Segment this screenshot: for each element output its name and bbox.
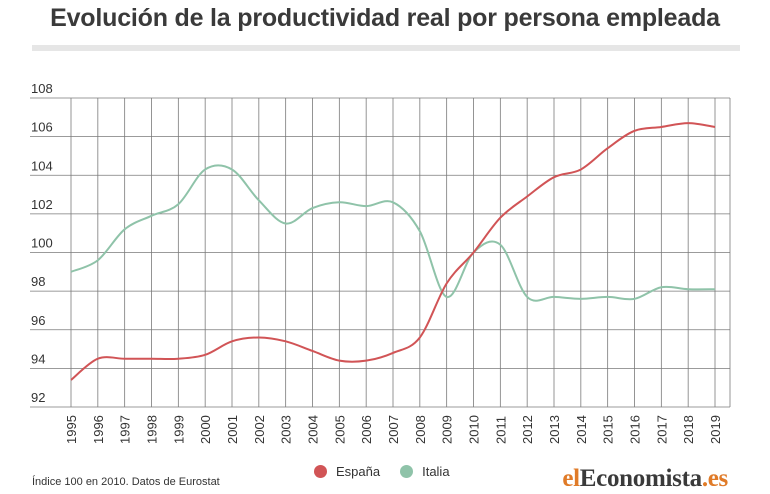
x-tick-label: 2002 [252,415,267,444]
x-tick-label: 1995 [64,415,79,444]
x-tick-label: 2013 [547,415,562,444]
y-tick-label: 106 [31,120,53,135]
x-tick-label: 2007 [386,415,401,444]
legend-label-italia: Italia [422,464,450,479]
legend-label-espana: España [336,464,381,479]
italia-swatch [400,465,414,478]
x-tick-label: 2010 [467,415,482,444]
x-tick-label: 2004 [306,415,321,444]
espana-swatch [314,465,327,478]
x-tick-label: 2001 [225,415,240,444]
y-tick-label: 96 [31,313,45,328]
x-tick-label: 2003 [279,415,294,444]
y-tick-label: 104 [31,158,53,173]
brand-logo: elEconomista.es [562,466,728,491]
legend-item-italia: Italia [400,464,450,479]
x-tick-label: 2005 [332,415,347,444]
x-tick-label: 2000 [198,415,213,444]
x-tick-label: 1998 [145,415,160,444]
espana-line [70,122,716,381]
x-tick-label: 2016 [628,415,643,444]
y-tick-label: 108 [31,81,53,96]
x-axis-ticks: 1995 1996 1997 1998 1999 2000 2001 2002 2003 2004… [64,415,723,444]
legend: España Italia [314,464,470,479]
x-tick-label: 2017 [654,415,669,444]
x-tick-label: 2014 [574,415,589,444]
italia-line [70,164,716,302]
x-tick-label: 1999 [171,415,186,444]
x-tick-label: 1996 [91,415,106,444]
x-tick-label: 2006 [359,415,374,444]
y-tick-label: 100 [31,236,53,251]
brand-part-el: el [562,465,580,492]
x-tick-label: 2009 [440,415,455,444]
source-note: Índice 100 en 2010. Datos de Eurostat [32,476,220,488]
x-tick-label: 1997 [118,415,133,444]
y-tick-label: 92 [31,390,45,405]
chart-title: Evolución de la productividad real por p… [50,4,720,32]
y-axis-ticks: 92 94 96 98 100 102 104 106 108 [31,81,53,405]
x-tick-label: 2008 [413,415,428,444]
x-tick-label: 2011 [493,416,508,444]
y-tick-label: 94 [31,351,45,366]
grid [30,97,731,408]
x-tick-label: 2012 [520,415,535,444]
series-lines [70,122,716,381]
brand-part-economista: Economista [579,465,702,492]
y-tick-label: 102 [31,197,53,212]
y-tick-label: 98 [31,274,45,289]
x-tick-label: 2019 [708,415,723,444]
x-tick-label: 2018 [681,415,696,444]
title-divider [32,45,740,51]
legend-item-espana: España [314,464,380,479]
brand-part-es: .es [701,465,728,492]
x-tick-label: 2015 [601,415,616,444]
